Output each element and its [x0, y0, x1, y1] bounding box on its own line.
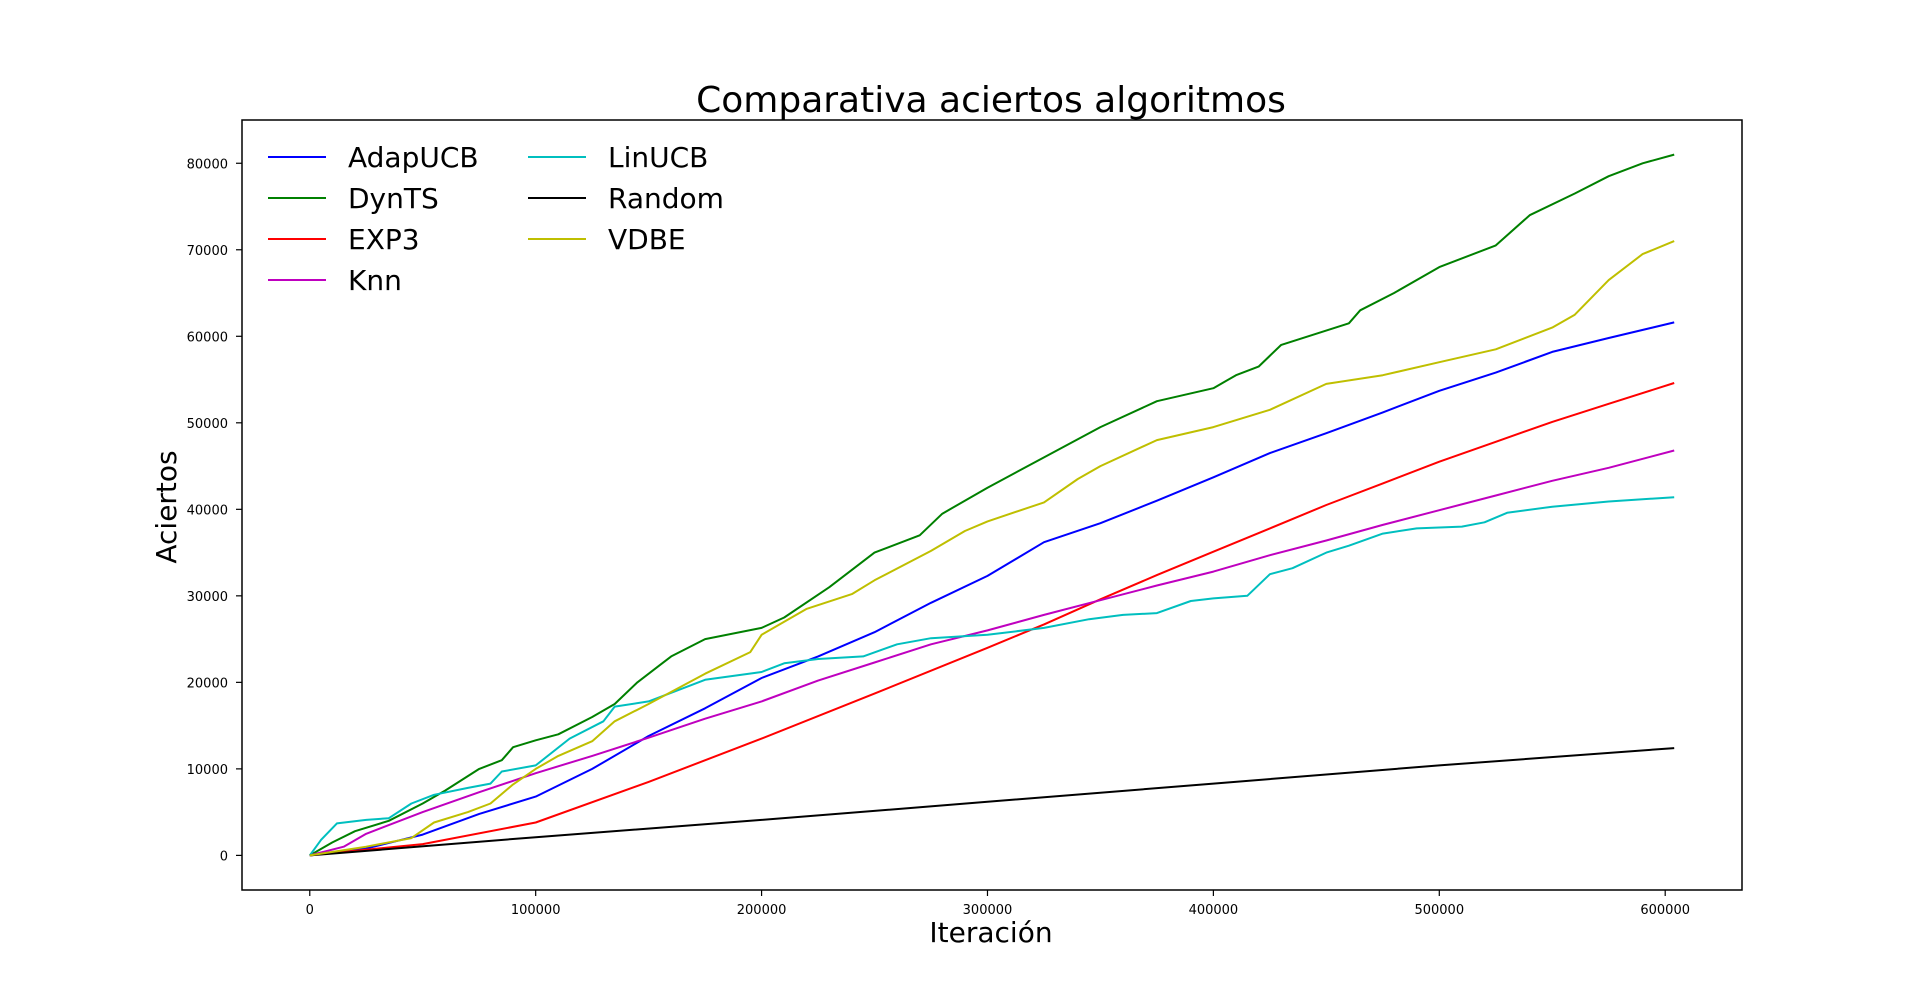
- axis-ticks: 0 100000 200000 300000 400000 500000 600000 0 10…: [187, 157, 1690, 918]
- x-tick-label: 200000: [737, 903, 787, 918]
- plot-frame: [241, 119, 1743, 891]
- legend-label-linucb: LinUCB: [608, 141, 708, 174]
- series-line-random: [309, 747, 1675, 857]
- legend-label-adapucb: AdapUCB: [348, 141, 479, 174]
- x-tick-label: 0: [306, 903, 314, 918]
- series-line-linucb: [308, 496, 1675, 856]
- legend-label-random: Random: [608, 182, 724, 215]
- y-axis-label: Aciertos: [150, 450, 183, 563]
- series-line-knn: [309, 449, 1675, 857]
- y-tick-label: 80000: [187, 157, 228, 172]
- y-tick-label: 10000: [187, 763, 228, 778]
- y-tick-label: 50000: [187, 417, 228, 432]
- series-line-adapucb: [309, 321, 1675, 857]
- series-line-dynts: [309, 153, 1675, 857]
- legend-label-vdbe: VDBE: [608, 223, 686, 256]
- series-lines: [308, 153, 1675, 857]
- y-tick-label: 60000: [187, 330, 228, 345]
- legend-label-knn: Knn: [348, 264, 402, 297]
- x-tick-label: 500000: [1414, 903, 1464, 918]
- x-tick-label: 600000: [1640, 903, 1690, 918]
- x-tick-label: 100000: [511, 903, 561, 918]
- y-tick-label: 0: [220, 849, 228, 864]
- series-line-exp3: [309, 382, 1675, 857]
- legend: AdapUCB DynTS EXP3 Knn LinUCB Random VDBE: [268, 141, 724, 297]
- series-line-vdbe: [309, 240, 1675, 857]
- y-tick-label: 30000: [187, 590, 228, 605]
- x-tick-label: 300000: [963, 903, 1013, 918]
- y-tick-label: 40000: [187, 503, 228, 518]
- y-tick-label: 70000: [187, 244, 228, 259]
- legend-label-exp3: EXP3: [348, 223, 420, 256]
- chart-title: Comparativa aciertos algoritmos: [696, 80, 1286, 121]
- x-tick-label: 400000: [1189, 903, 1239, 918]
- y-tick-label: 20000: [187, 676, 228, 691]
- legend-label-dynts: DynTS: [348, 182, 439, 215]
- x-axis-label: Iteración: [929, 916, 1052, 949]
